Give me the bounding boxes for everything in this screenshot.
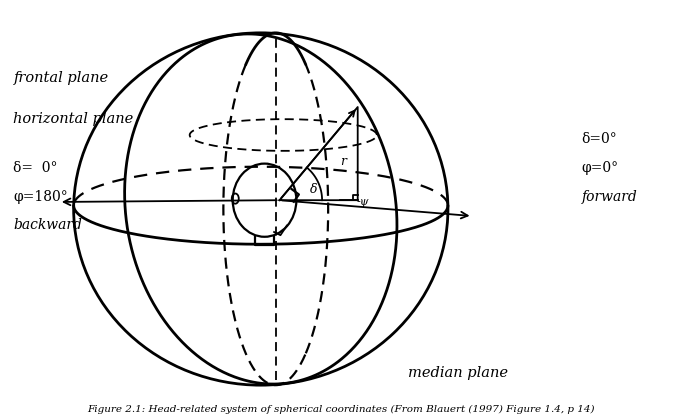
Text: forward: forward	[582, 190, 638, 204]
Text: φ=180°: φ=180°	[14, 190, 68, 204]
Text: δ=0°: δ=0°	[582, 133, 617, 146]
Text: frontal plane: frontal plane	[14, 71, 108, 85]
Text: horizontal plane: horizontal plane	[14, 112, 134, 126]
Text: Figure 2.1: Head-related system of spherical coordinates (From Blauert (1997) Fi: Figure 2.1: Head-related system of spher…	[87, 405, 595, 414]
Text: median plane: median plane	[408, 366, 508, 380]
Text: backward: backward	[14, 218, 83, 232]
Text: r: r	[340, 155, 346, 168]
Text: δ=  0°: δ= 0°	[14, 161, 58, 175]
Text: δ: δ	[310, 184, 317, 196]
Text: φ=0°: φ=0°	[582, 161, 619, 175]
Text: -ψ: -ψ	[357, 197, 369, 207]
